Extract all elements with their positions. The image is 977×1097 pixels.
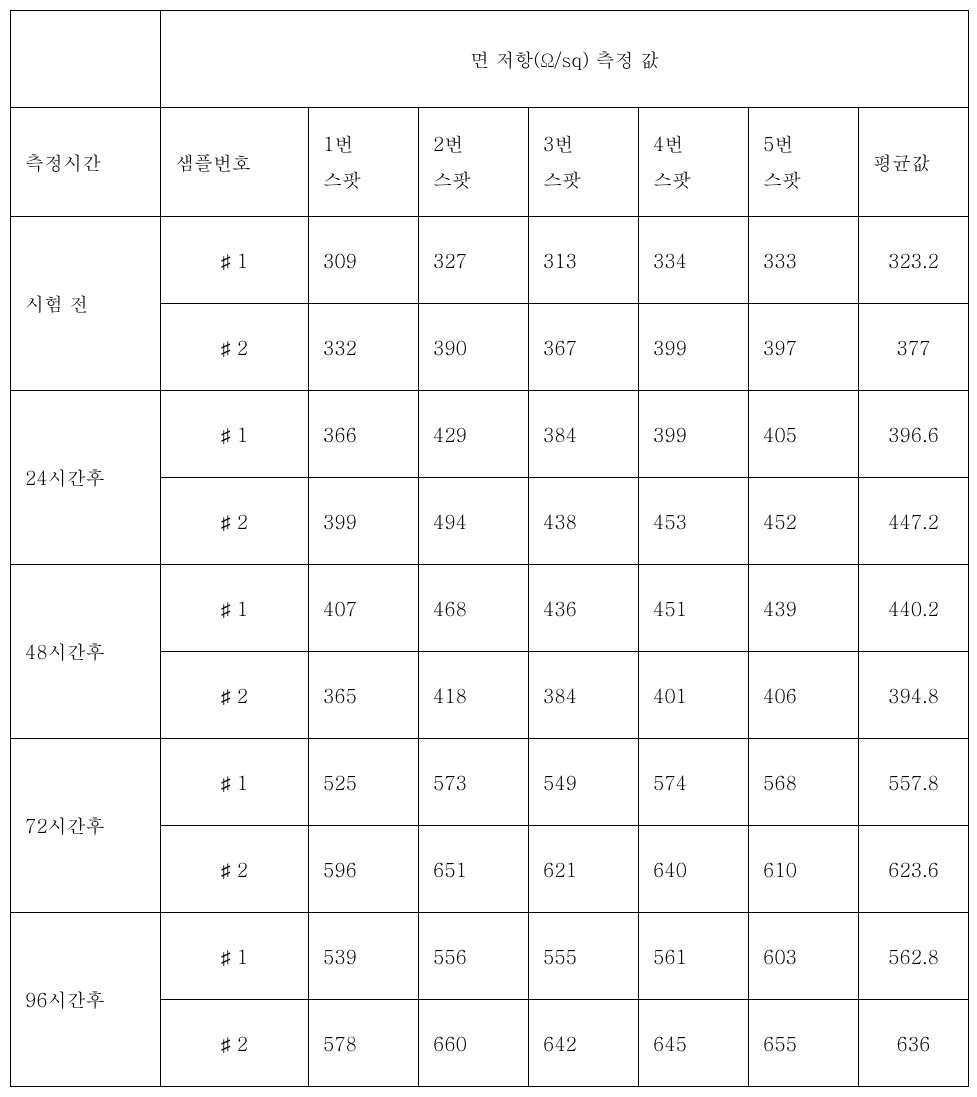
value-cell: 399 bbox=[639, 304, 749, 391]
table-row: 96시간후♯ 1539556555561603562.8 bbox=[11, 913, 969, 1000]
time-cell: 시험 전 bbox=[11, 217, 161, 391]
avg-cell: 394.8 bbox=[859, 652, 969, 739]
avg-cell: 396.6 bbox=[859, 391, 969, 478]
value-cell: 365 bbox=[309, 652, 419, 739]
value-cell: 660 bbox=[419, 1000, 529, 1087]
sample-cell: ♯ 1 bbox=[161, 739, 309, 826]
value-cell: 574 bbox=[639, 739, 749, 826]
table-row: 시험 전♯ 1309327313334333323.2 bbox=[11, 217, 969, 304]
value-cell: 397 bbox=[749, 304, 859, 391]
resistance-table: 면 저항(Ω/sq) 측정 값 측정시간 샘플번호 1번스팟 2번스팟 3번스팟… bbox=[10, 10, 969, 1087]
value-cell: 651 bbox=[419, 826, 529, 913]
sample-cell: ♯ 2 bbox=[161, 1000, 309, 1087]
col-spot-4: 4번스팟 bbox=[639, 108, 749, 217]
value-cell: 429 bbox=[419, 391, 529, 478]
value-cell: 334 bbox=[639, 217, 749, 304]
value-cell: 539 bbox=[309, 913, 419, 1000]
time-cell: 48시간후 bbox=[11, 565, 161, 739]
value-cell: 313 bbox=[529, 217, 639, 304]
value-cell: 573 bbox=[419, 739, 529, 826]
value-cell: 525 bbox=[309, 739, 419, 826]
value-cell: 640 bbox=[639, 826, 749, 913]
value-cell: 327 bbox=[419, 217, 529, 304]
col-spot-1: 1번스팟 bbox=[309, 108, 419, 217]
sample-cell: ♯ 1 bbox=[161, 391, 309, 478]
sample-cell: ♯ 1 bbox=[161, 913, 309, 1000]
value-cell: 555 bbox=[529, 913, 639, 1000]
value-cell: 451 bbox=[639, 565, 749, 652]
blank-header bbox=[11, 11, 161, 108]
col-sample: 샘플번호 bbox=[161, 108, 309, 217]
table-title: 면 저항(Ω/sq) 측정 값 bbox=[161, 11, 969, 108]
value-cell: 596 bbox=[309, 826, 419, 913]
sample-cell: ♯ 2 bbox=[161, 652, 309, 739]
avg-cell: 562.8 bbox=[859, 913, 969, 1000]
avg-cell: 447.2 bbox=[859, 478, 969, 565]
avg-cell: 323.2 bbox=[859, 217, 969, 304]
sample-cell: ♯ 2 bbox=[161, 304, 309, 391]
value-cell: 561 bbox=[639, 913, 749, 1000]
value-cell: 578 bbox=[309, 1000, 419, 1087]
col-spot-5: 5번스팟 bbox=[749, 108, 859, 217]
value-cell: 556 bbox=[419, 913, 529, 1000]
value-cell: 438 bbox=[529, 478, 639, 565]
value-cell: 452 bbox=[749, 478, 859, 565]
col-avg: 평균값 bbox=[859, 108, 969, 217]
value-cell: 405 bbox=[749, 391, 859, 478]
value-cell: 549 bbox=[529, 739, 639, 826]
value-cell: 399 bbox=[639, 391, 749, 478]
avg-cell: 377 bbox=[859, 304, 969, 391]
time-cell: 24시간후 bbox=[11, 391, 161, 565]
col-spot-3: 3번스팟 bbox=[529, 108, 639, 217]
value-cell: 645 bbox=[639, 1000, 749, 1087]
value-cell: 367 bbox=[529, 304, 639, 391]
value-cell: 384 bbox=[529, 652, 639, 739]
sample-cell: ♯ 2 bbox=[161, 478, 309, 565]
value-cell: 642 bbox=[529, 1000, 639, 1087]
avg-cell: 623.6 bbox=[859, 826, 969, 913]
value-cell: 333 bbox=[749, 217, 859, 304]
col-time: 측정시간 bbox=[11, 108, 161, 217]
time-cell: 72시간후 bbox=[11, 739, 161, 913]
value-cell: 655 bbox=[749, 1000, 859, 1087]
value-cell: 453 bbox=[639, 478, 749, 565]
value-cell: 621 bbox=[529, 826, 639, 913]
table-row: 72시간후♯ 1525573549574568557.8 bbox=[11, 739, 969, 826]
value-cell: 366 bbox=[309, 391, 419, 478]
value-cell: 610 bbox=[749, 826, 859, 913]
value-cell: 401 bbox=[639, 652, 749, 739]
sample-cell: ♯ 1 bbox=[161, 565, 309, 652]
avg-cell: 557.8 bbox=[859, 739, 969, 826]
value-cell: 439 bbox=[749, 565, 859, 652]
value-cell: 494 bbox=[419, 478, 529, 565]
time-cell: 96시간후 bbox=[11, 913, 161, 1087]
value-cell: 309 bbox=[309, 217, 419, 304]
value-cell: 406 bbox=[749, 652, 859, 739]
table-row: 48시간후♯ 1407468436451439440.2 bbox=[11, 565, 969, 652]
table-row: 24시간후♯ 1366429384399405396.6 bbox=[11, 391, 969, 478]
value-cell: 436 bbox=[529, 565, 639, 652]
value-cell: 468 bbox=[419, 565, 529, 652]
sample-cell: ♯ 1 bbox=[161, 217, 309, 304]
avg-cell: 440.2 bbox=[859, 565, 969, 652]
value-cell: 407 bbox=[309, 565, 419, 652]
value-cell: 384 bbox=[529, 391, 639, 478]
value-cell: 568 bbox=[749, 739, 859, 826]
sample-cell: ♯ 2 bbox=[161, 826, 309, 913]
value-cell: 332 bbox=[309, 304, 419, 391]
value-cell: 603 bbox=[749, 913, 859, 1000]
avg-cell: 636 bbox=[859, 1000, 969, 1087]
col-spot-2: 2번스팟 bbox=[419, 108, 529, 217]
value-cell: 418 bbox=[419, 652, 529, 739]
value-cell: 390 bbox=[419, 304, 529, 391]
value-cell: 399 bbox=[309, 478, 419, 565]
